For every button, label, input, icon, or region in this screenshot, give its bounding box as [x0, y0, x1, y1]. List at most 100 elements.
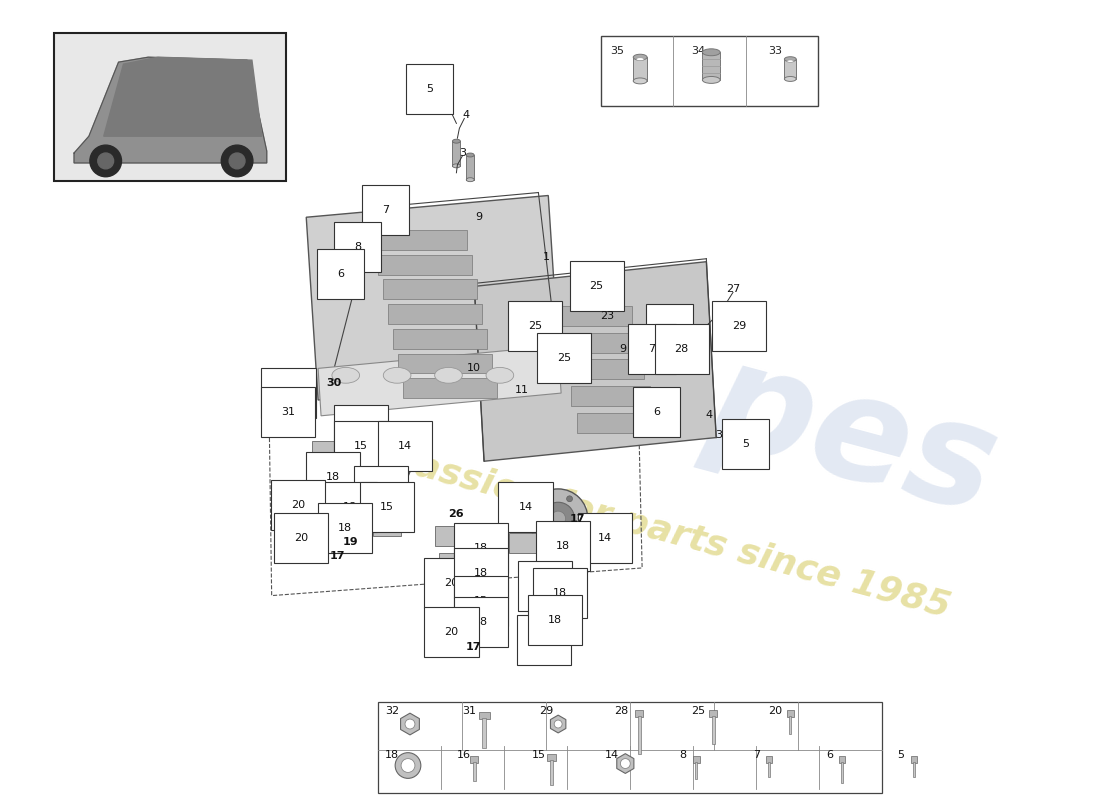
Text: 14: 14 [398, 442, 412, 451]
Text: 18: 18 [548, 615, 562, 626]
Ellipse shape [786, 60, 794, 62]
Text: 19: 19 [343, 538, 359, 547]
Text: 31: 31 [282, 407, 296, 417]
Bar [378, 254, 472, 274]
Text: 8: 8 [680, 750, 686, 760]
Text: 7: 7 [752, 750, 760, 760]
Text: 15: 15 [531, 750, 546, 760]
Bar [312, 442, 340, 462]
Polygon shape [74, 58, 266, 163]
Text: 17: 17 [462, 534, 477, 543]
Text: 18: 18 [385, 750, 399, 760]
Bar [365, 458, 393, 477]
Text: 18: 18 [326, 472, 340, 482]
Circle shape [367, 478, 374, 484]
Text: 20: 20 [292, 500, 306, 510]
Bar [553, 306, 632, 326]
Text: 17: 17 [465, 642, 481, 652]
Text: 5: 5 [896, 750, 904, 760]
Text: 8: 8 [354, 242, 361, 252]
Text: 15: 15 [381, 502, 394, 512]
Ellipse shape [703, 49, 720, 56]
Circle shape [221, 145, 253, 177]
Circle shape [551, 511, 565, 526]
Ellipse shape [452, 164, 461, 168]
Bar [439, 553, 466, 573]
Polygon shape [103, 58, 262, 136]
Bar [768, 762, 770, 778]
Bar [911, 756, 916, 762]
Bar [482, 718, 486, 748]
Text: 20: 20 [444, 627, 459, 637]
Ellipse shape [434, 367, 462, 383]
Circle shape [578, 515, 584, 522]
Bar [319, 501, 346, 521]
Text: 7: 7 [382, 206, 388, 215]
Text: 8: 8 [667, 324, 673, 334]
Text: 20: 20 [537, 635, 551, 645]
Text: 3: 3 [459, 148, 465, 158]
Text: 6: 6 [826, 750, 833, 760]
Bar [550, 759, 553, 786]
Polygon shape [550, 715, 565, 733]
Bar [571, 386, 650, 406]
Bar [403, 378, 497, 398]
Ellipse shape [703, 77, 720, 83]
Ellipse shape [466, 153, 474, 157]
Circle shape [366, 445, 398, 478]
Circle shape [528, 489, 587, 548]
Text: 14: 14 [605, 750, 618, 760]
Circle shape [356, 458, 363, 464]
Text: 18: 18 [474, 618, 488, 627]
Text: 15: 15 [353, 442, 367, 451]
Bar [548, 754, 557, 761]
Circle shape [390, 478, 397, 484]
Circle shape [403, 458, 408, 464]
Circle shape [390, 438, 397, 445]
Text: 6: 6 [653, 407, 660, 417]
Text: 33: 33 [769, 46, 782, 56]
Text: 5: 5 [426, 84, 433, 94]
Polygon shape [617, 754, 634, 774]
Text: 22: 22 [539, 304, 553, 314]
Circle shape [566, 535, 572, 542]
Text: 24: 24 [543, 338, 558, 348]
Text: 29: 29 [732, 321, 746, 331]
Text: 13: 13 [514, 486, 528, 496]
Bar [766, 756, 771, 762]
Text: 32: 32 [385, 706, 399, 716]
Text: 17: 17 [570, 514, 585, 523]
Text: 6: 6 [338, 269, 344, 278]
Text: 20: 20 [294, 534, 308, 543]
Bar [480, 712, 490, 719]
Bar [509, 534, 537, 553]
Polygon shape [318, 346, 561, 416]
Circle shape [395, 753, 421, 778]
Text: 16: 16 [374, 486, 388, 496]
Text: 7: 7 [648, 344, 656, 354]
Text: 25: 25 [557, 353, 571, 362]
Bar [565, 359, 645, 379]
Polygon shape [474, 262, 716, 462]
Text: 32: 32 [282, 388, 296, 398]
Text: 25: 25 [692, 706, 705, 716]
Text: 12: 12 [343, 407, 358, 417]
Bar [601, 37, 818, 106]
Bar [442, 580, 470, 599]
Ellipse shape [784, 77, 796, 82]
Text: 25: 25 [528, 321, 542, 331]
Text: 14: 14 [518, 502, 532, 512]
Circle shape [367, 438, 374, 445]
Ellipse shape [383, 367, 411, 383]
Bar [388, 304, 482, 324]
Text: 17: 17 [318, 458, 333, 468]
Text: 26: 26 [449, 509, 464, 518]
Circle shape [532, 515, 538, 522]
Bar [635, 710, 643, 717]
Circle shape [90, 145, 121, 177]
Text: 31: 31 [462, 706, 476, 716]
Text: 5: 5 [742, 439, 749, 450]
Text: 20: 20 [769, 706, 783, 716]
Text: 21: 21 [603, 265, 618, 274]
Bar [398, 354, 492, 374]
